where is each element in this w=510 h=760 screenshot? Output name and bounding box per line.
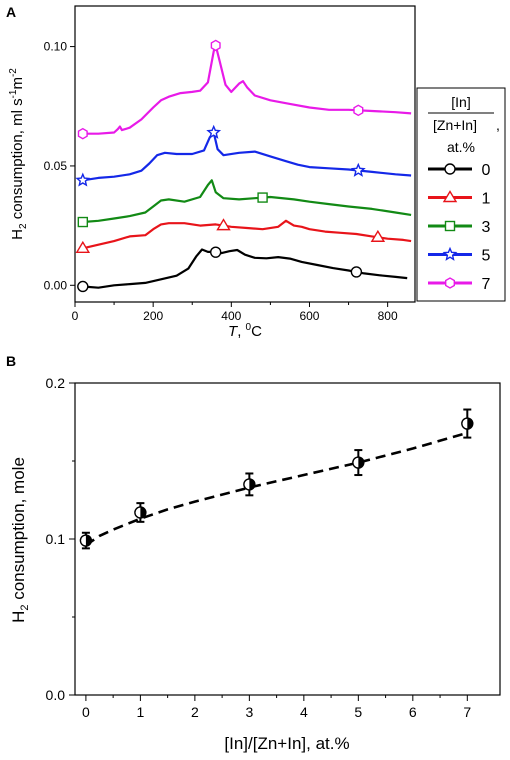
legend-3-marker — [444, 220, 456, 232]
legend-7-marker — [445, 277, 455, 289]
panel-a-y-ticks: 0.00 0.05 0.10 — [44, 40, 75, 292]
panel-b-y-axis-label: H2 consumption, mole — [9, 457, 31, 623]
series-3-line — [82, 179, 412, 224]
panel-b-x-axis-label: [In]/[Zn+In], at.% — [224, 734, 349, 753]
legend-0-marker — [444, 163, 456, 175]
series-3-marker — [77, 216, 89, 228]
panel-a-y-tick-label: 0.05 — [44, 159, 68, 173]
series-7-line — [82, 44, 412, 135]
fit-line — [85, 431, 468, 547]
series-0-marker — [209, 246, 222, 258]
panel-a-x-tick-label: 400 — [221, 309, 241, 323]
panel-b-x-tick-label: 0 — [82, 704, 90, 720]
panel-b-y-tick-label: 0.2 — [46, 375, 66, 391]
series-0-marker — [350, 266, 363, 278]
panel-a-label: A — [6, 4, 16, 20]
panel-b-x-tick-label: 7 — [463, 704, 471, 720]
series-5-marker — [75, 172, 91, 187]
panel-a-x-tick-label: 0 — [72, 309, 79, 323]
panel-b-fit — [85, 431, 468, 547]
series-1-marker — [216, 218, 231, 231]
legend-title-numerator: [In] — [451, 94, 470, 110]
panel-a-x-tick-label: 800 — [378, 309, 398, 323]
series-0-marker — [77, 280, 89, 293]
legend: [In] [Zn+In] , at.% 0 1 3 5 7 — [416, 87, 506, 302]
legend-3-label: 3 — [482, 219, 491, 236]
panel-b-y-tick-label: 0.0 — [46, 687, 66, 703]
legend-frame — [416, 87, 506, 302]
panel-a-y-axis-label: H2 consumption, ml s-1m-2 — [8, 68, 29, 240]
series-5-line — [82, 131, 412, 182]
panel-b-label: B — [6, 353, 16, 369]
panel-a-series — [75, 39, 412, 293]
panel-b: B 0.0 0.1 0.2 0 1 2 3 4 5 6 7 H2 consumption, mol… — [6, 353, 501, 753]
series-1-line — [82, 219, 412, 250]
series-0-line — [82, 248, 408, 289]
legend-7-label: 7 — [482, 276, 491, 293]
panel-b-x-ticks: 0 1 2 3 4 5 6 7 — [82, 695, 471, 720]
legend-title-denominator: [Zn+In] — [433, 117, 477, 133]
series-7-marker — [77, 127, 88, 140]
panel-b-x-tick-label: 2 — [191, 704, 199, 720]
panel-b-y-ticks: 0.0 0.1 0.2 — [46, 375, 75, 703]
panel-a-x-tick-label: 600 — [299, 309, 319, 323]
panel-a: A 0.00 0.05 0.10 0 200 400 600 800 H2 consumpt… — [6, 4, 506, 340]
panel-a-y-tick-label: 0.10 — [44, 40, 68, 54]
legend-1-marker — [442, 190, 458, 203]
legend-items: 0 1 3 5 7 — [428, 162, 491, 293]
legend-5-label: 5 — [482, 248, 491, 265]
panel-b-points — [79, 408, 474, 550]
panel-b-x-tick-label: 6 — [409, 704, 417, 720]
series-1-marker — [75, 240, 91, 253]
panel-a-x-axis-label: T, 0C — [228, 322, 262, 340]
panel-b-y-tick-label: 0.1 — [46, 531, 66, 547]
panel-b-x-tick-label: 4 — [300, 704, 308, 720]
data-point-fill — [467, 418, 473, 430]
legend-1-label: 1 — [482, 191, 491, 208]
series-7-marker — [353, 104, 364, 117]
series-1-marker — [370, 229, 386, 242]
series-5-marker — [350, 162, 366, 177]
series-5-marker — [206, 124, 222, 139]
legend-title-unit: at.% — [447, 139, 475, 155]
series-3-marker — [257, 192, 268, 203]
panel-a-plot-frame — [74, 5, 416, 303]
data-point-fill — [249, 478, 255, 490]
panel-b-x-tick-label: 3 — [245, 704, 253, 720]
legend-0-label: 0 — [482, 162, 491, 179]
panel-a-y-tick-label: 0.00 — [44, 278, 68, 292]
panel-b-x-tick-label: 1 — [136, 704, 144, 720]
data-point-fill — [358, 457, 364, 469]
series-7-marker — [210, 39, 221, 52]
legend-5-marker — [442, 246, 458, 261]
panel-b-plot-frame — [74, 382, 501, 696]
panel-b-x-tick-label: 5 — [354, 704, 362, 720]
data-point-fill — [85, 535, 92, 547]
panel-a-x-ticks: 0 200 400 600 800 — [72, 302, 398, 323]
panel-a-x-tick-label: 200 — [143, 309, 163, 323]
data-point-fill — [140, 506, 146, 518]
legend-title-comma: , — [496, 117, 500, 133]
